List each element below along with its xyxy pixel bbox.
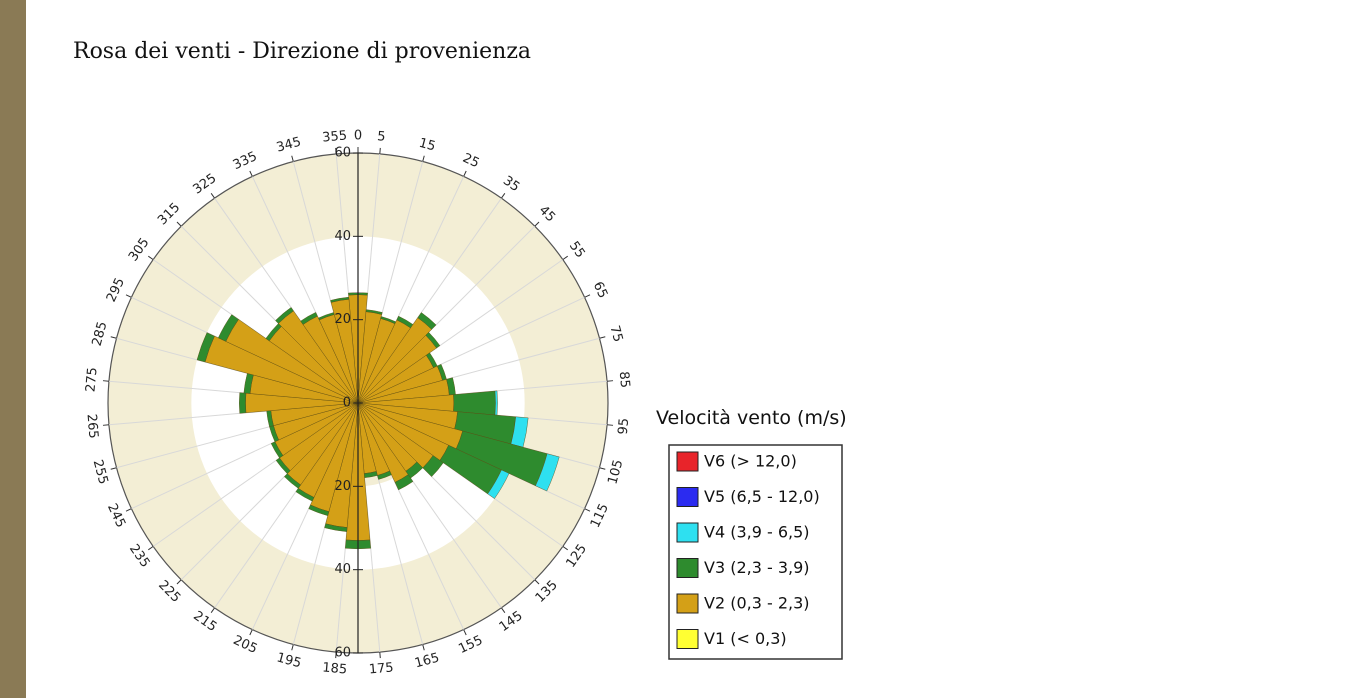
direction-label: 275 (83, 367, 100, 393)
dir-tick (126, 509, 131, 512)
direction-label: 295 (104, 276, 128, 305)
legend-label: V5 (6,5 - 12,0) (704, 487, 820, 506)
direction-label: 145 (497, 608, 526, 635)
sector (239, 393, 246, 414)
dir-tick (250, 630, 253, 635)
direction-label: 185 (322, 660, 348, 677)
legend-swatch (677, 630, 698, 649)
dir-tick (501, 608, 504, 613)
dir-tick (585, 295, 590, 298)
direction-label: 255 (90, 458, 111, 486)
direction-label: 95 (616, 417, 632, 435)
dir-tick (148, 546, 153, 549)
dir-tick (111, 468, 117, 470)
dir-tick (535, 222, 539, 226)
legend-label: V3 (2,3 - 3,9) (704, 558, 810, 577)
dir-tick (103, 381, 109, 382)
legend-label: V1 (< 0,3) (704, 629, 787, 648)
direction-label: 35 (500, 173, 522, 195)
dir-tick (148, 256, 153, 259)
radial-tick-label: 20 (334, 479, 351, 494)
direction-label: 15 (417, 136, 437, 155)
dir-tick (292, 644, 294, 650)
legend-swatch (677, 488, 698, 507)
dir-tick (535, 580, 539, 584)
legend-title: Velocità vento (m/s) (656, 407, 847, 429)
direction-label: 55 (566, 239, 588, 261)
radial-tick-label: 20 (334, 312, 351, 327)
dir-tick (380, 652, 381, 658)
dir-tick (464, 630, 467, 635)
legend-swatch (677, 559, 698, 578)
direction-label: 125 (563, 542, 590, 571)
direction-label: 355 (322, 128, 348, 145)
radial-tick-label: 40 (334, 562, 351, 577)
direction-label: 305 (126, 235, 153, 264)
dir-tick (607, 425, 613, 426)
legend-label: V2 (0,3 - 2,3) (704, 594, 810, 613)
dir-tick (250, 171, 253, 176)
direction-label: 175 (368, 660, 394, 677)
legend-label: V4 (3,9 - 6,5) (704, 523, 810, 542)
direction-label: 115 (588, 501, 612, 530)
direction-label: 0 (354, 129, 362, 144)
dir-tick (126, 295, 131, 298)
radial-tick-label: 0 (343, 396, 351, 411)
legend-swatch (677, 452, 698, 471)
dir-tick (380, 148, 381, 154)
slide: Rosa dei venti - Direzione di provenienz… (0, 0, 1368, 698)
direction-label: 345 (275, 135, 303, 156)
side-image (0, 0, 26, 698)
direction-label: 325 (190, 171, 219, 198)
direction-label: 205 (231, 633, 260, 657)
direction-label: 105 (605, 458, 626, 486)
dir-tick (177, 580, 181, 584)
direction-label: 235 (126, 542, 153, 571)
dir-tick (292, 156, 294, 162)
direction-label: 335 (231, 149, 260, 173)
radial-tick-label: 40 (334, 229, 351, 244)
direction-label: 65 (590, 279, 611, 300)
dir-tick (423, 156, 425, 162)
dir-tick (563, 546, 568, 549)
slide-title: Rosa dei venti - Direzione di provenienz… (73, 39, 531, 64)
dir-tick (599, 468, 605, 470)
direction-label: 195 (275, 650, 303, 671)
direction-label: 285 (90, 320, 111, 348)
direction-label: 5 (376, 129, 386, 145)
direction-label: 245 (104, 501, 128, 530)
direction-label: 165 (413, 650, 441, 671)
direction-label: 265 (83, 413, 100, 439)
radial-tick-label: 60 (334, 146, 351, 161)
dir-tick (103, 425, 109, 426)
dir-tick (599, 337, 605, 339)
direction-label: 25 (460, 151, 481, 172)
dir-tick (211, 193, 214, 198)
legend-box (669, 445, 842, 659)
direction-label: 85 (616, 371, 632, 389)
direction-label: 155 (456, 633, 485, 657)
dir-tick (501, 193, 504, 198)
dir-tick (177, 222, 181, 226)
dir-tick (211, 608, 214, 613)
dir-tick (563, 256, 568, 259)
dir-tick (585, 509, 590, 512)
dir-tick (111, 337, 117, 339)
dir-tick (423, 644, 425, 650)
sector (495, 391, 498, 415)
dir-tick (464, 171, 467, 176)
direction-label: 215 (190, 608, 219, 635)
sector (453, 391, 495, 415)
page: {"title": "Rosa dei venti - Direzione di… (0, 0, 1368, 698)
radial-tick-label: 60 (334, 646, 351, 661)
legend-swatch (677, 523, 698, 542)
direction-label: 75 (607, 324, 626, 344)
dir-tick (607, 381, 613, 382)
legend-label: V6 (> 12,0) (704, 452, 797, 471)
legend-swatch (677, 594, 698, 613)
